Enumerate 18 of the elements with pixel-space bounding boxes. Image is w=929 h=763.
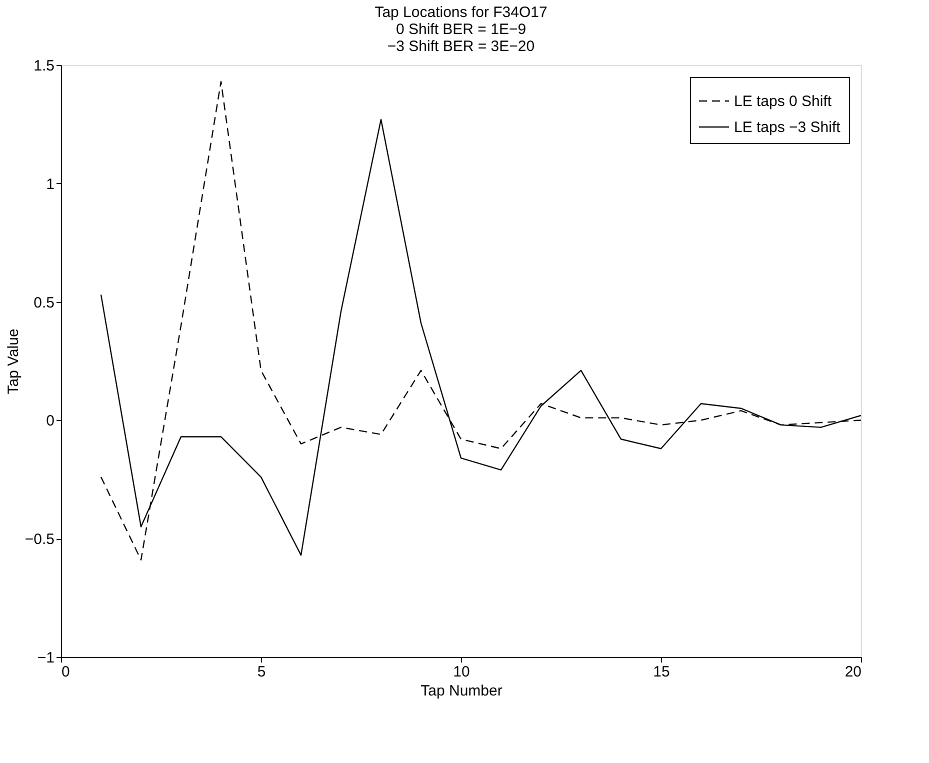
y-tick-label: 1 bbox=[46, 176, 54, 193]
y-axis-title: Tap Value bbox=[4, 328, 22, 394]
y-tick-label: −1 bbox=[37, 650, 54, 666]
legend-label: LE taps 0 Shift bbox=[734, 93, 832, 110]
y-tick-label: 1.5 bbox=[34, 58, 54, 74]
text: −3 Shift BER = 3E−20 bbox=[387, 38, 535, 55]
x-tick-label: 10 bbox=[453, 664, 470, 680]
text: Tap Locations for F34O17 bbox=[374, 4, 548, 21]
legend-label: LE taps −3 Shift bbox=[734, 119, 842, 136]
y-tick-label: 0 bbox=[46, 412, 54, 430]
text: 0 Shift BER = 1E−9 bbox=[396, 21, 526, 38]
x-tick-label: 20 bbox=[844, 664, 862, 680]
x-axis-title: Tap Number bbox=[420, 682, 502, 700]
x-tick-label: 5 bbox=[257, 664, 266, 680]
y-tick-label: 0.5 bbox=[34, 294, 54, 312]
y-tick-label: −0.5 bbox=[24, 531, 54, 548]
x-tick-label: 0 bbox=[62, 664, 70, 680]
x-tick-label: 15 bbox=[653, 664, 670, 680]
